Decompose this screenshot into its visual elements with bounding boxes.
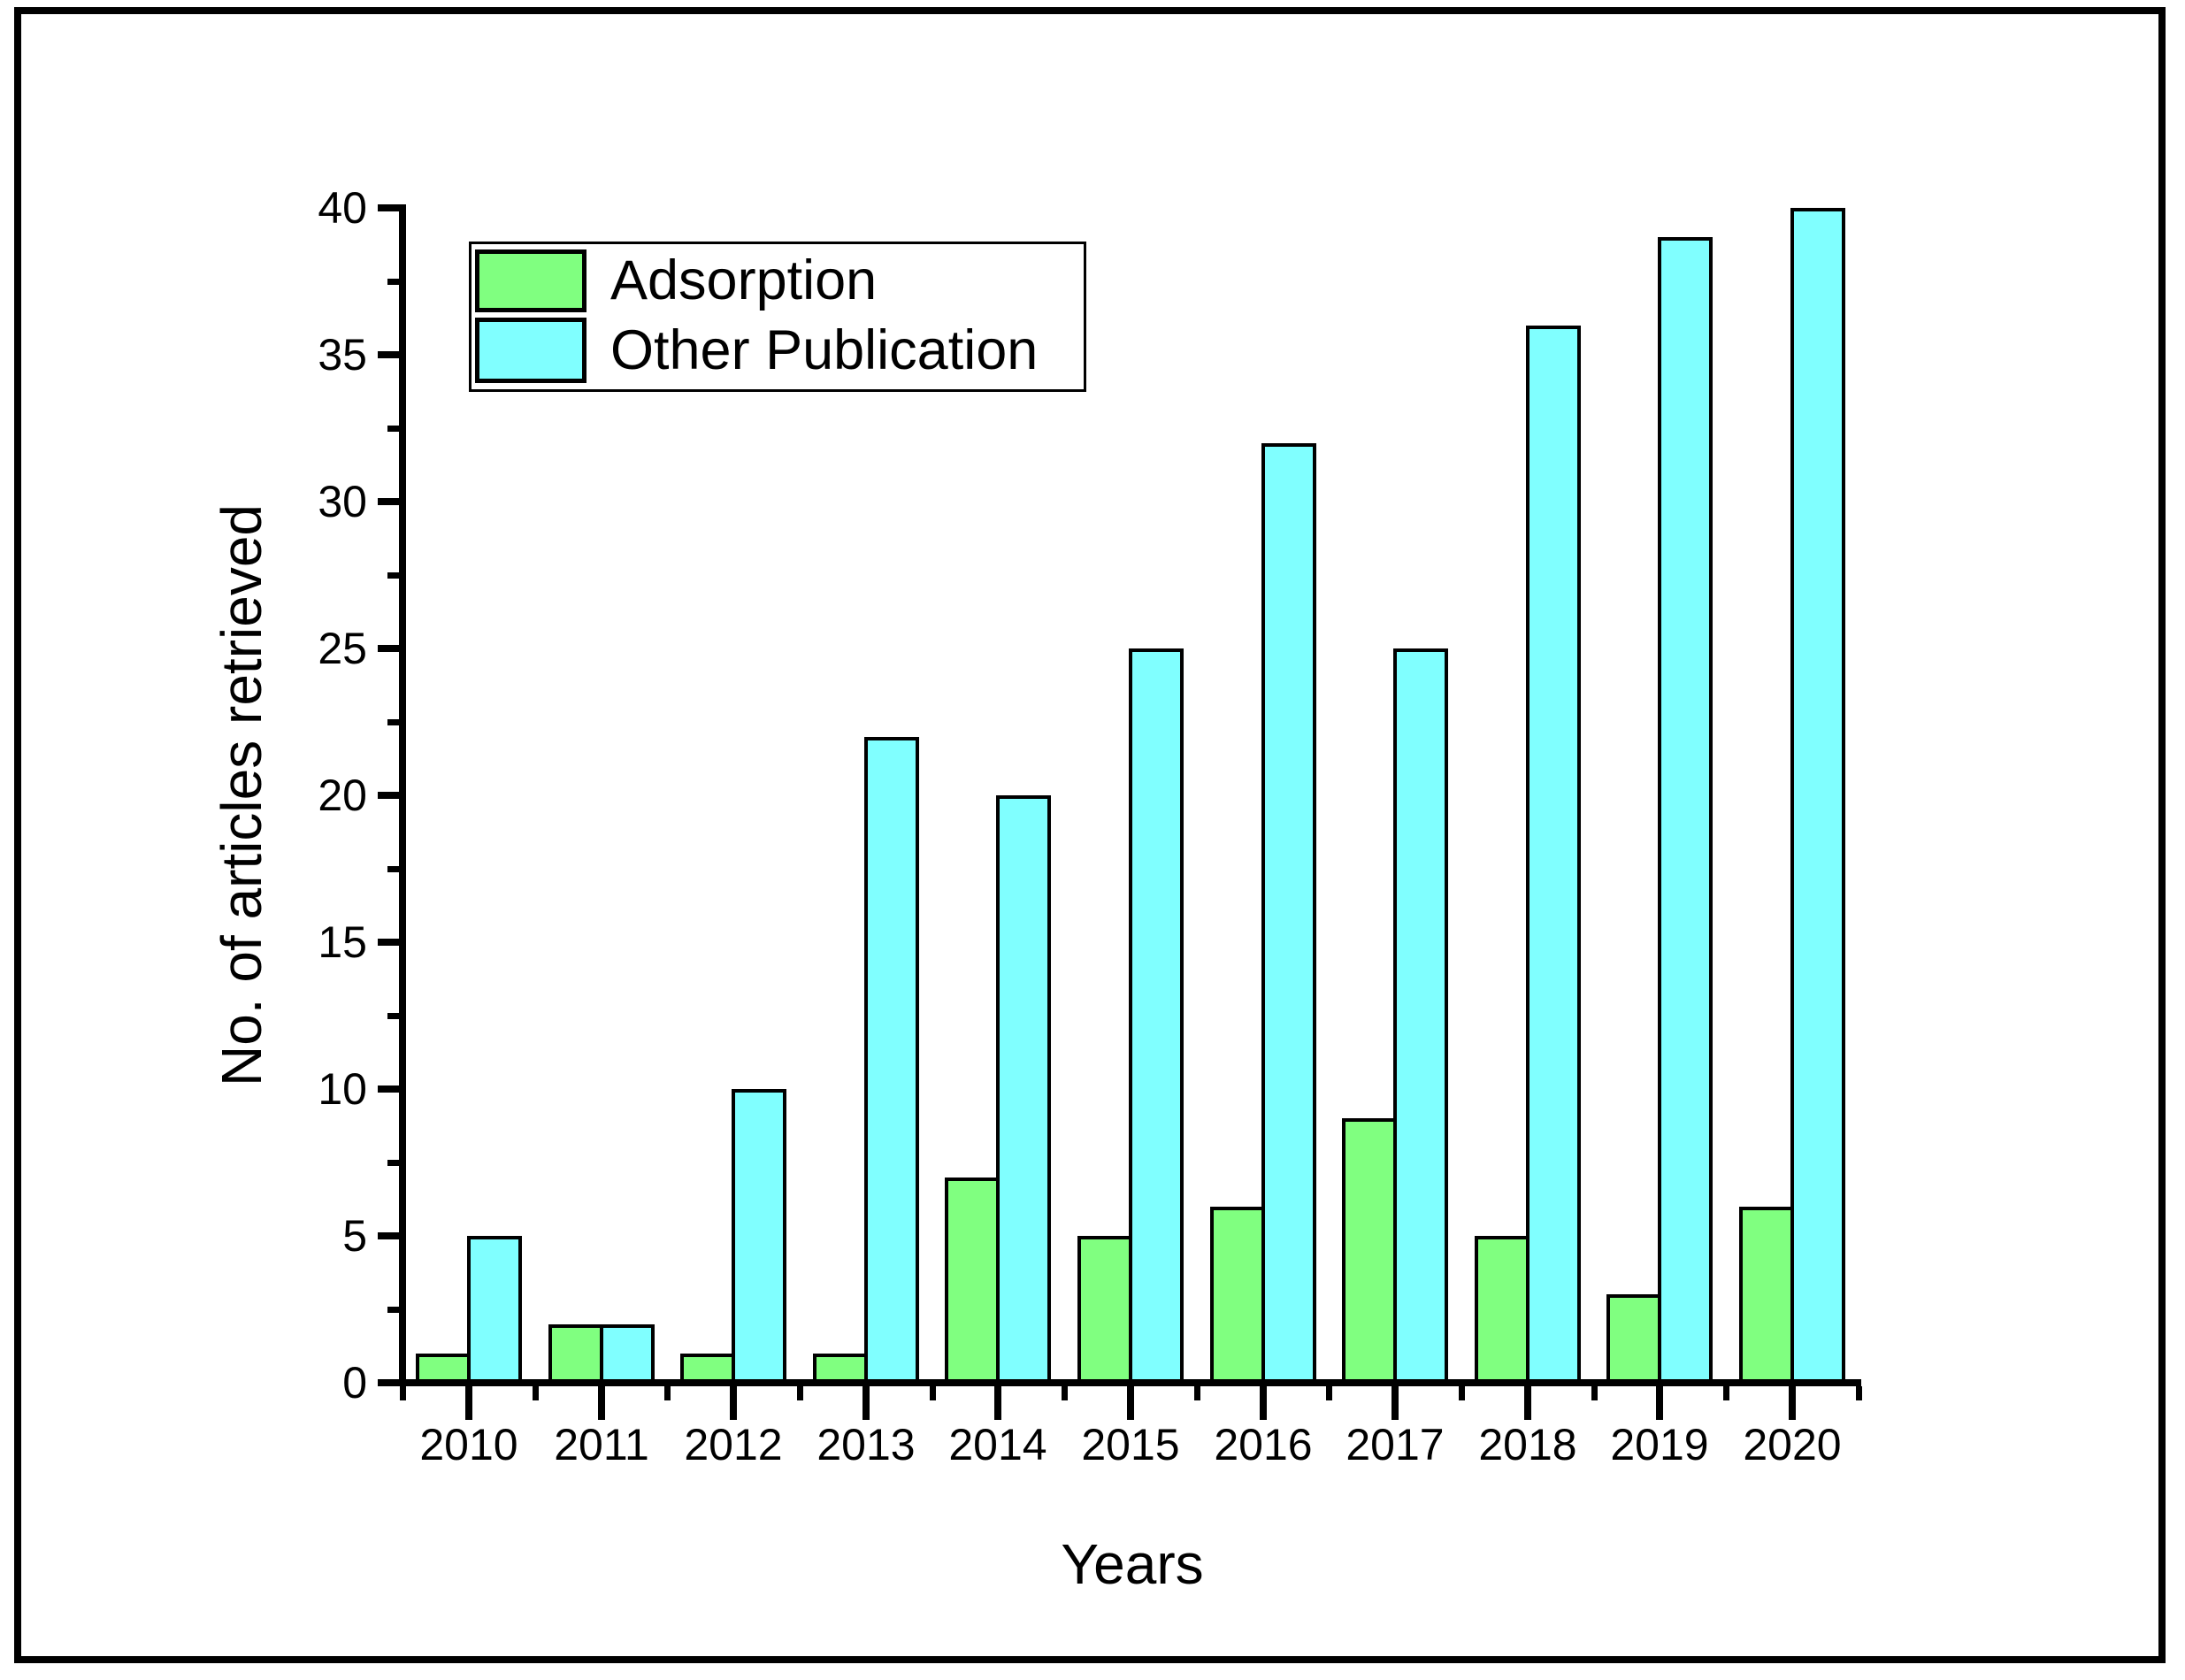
x-minor-tick-6 [1194,1386,1200,1400]
x-tick-label-2019: 2019 [1610,1420,1709,1469]
x-tick-label-2018: 2018 [1478,1420,1577,1469]
x-tick-label-2013: 2013 [816,1420,916,1469]
y-minor-tick-22.5 [387,719,399,725]
y-tick-label-25: 25 [318,624,367,673]
legend-label-other-publication: Other Publication [610,319,1039,381]
y-tick-label-40: 40 [318,183,367,233]
x-tick-label-2020: 2020 [1743,1420,1842,1469]
legend-swatch-adsorption [475,249,586,312]
x-tick-label-2011: 2011 [554,1420,649,1469]
y-minor-tick-27.5 [387,572,399,579]
x-major-tick-2015 [1127,1386,1134,1420]
y-major-tick-25 [378,645,399,652]
y-minor-tick-7.5 [387,1160,399,1166]
y-major-tick-40 [378,204,399,211]
x-major-tick-2011 [598,1386,605,1420]
y-major-tick-15 [378,939,399,946]
y-minor-tick-17.5 [387,866,399,872]
bar-adsorption-2019 [1606,1294,1661,1383]
y-major-tick-5 [378,1232,399,1239]
x-minor-tick-3 [797,1386,803,1400]
x-major-tick-2017 [1392,1386,1399,1420]
bar-adsorption-2014 [945,1178,1000,1383]
x-axis-line [399,1379,1861,1386]
bar-adsorption-2015 [1077,1236,1132,1383]
bar-other-publication-2011 [600,1324,655,1383]
y-major-tick-0 [378,1379,399,1386]
y-minor-tick-37.5 [387,279,399,285]
x-axis-title: Years [1061,1532,1204,1596]
y-tick-label-30: 30 [318,477,367,526]
x-major-tick-2020 [1789,1386,1796,1420]
y-tick-label-10: 10 [318,1064,367,1114]
x-major-tick-2019 [1656,1386,1663,1420]
x-minor-tick-1 [533,1386,539,1400]
bar-other-publication-2013 [864,737,919,1383]
x-major-tick-2018 [1524,1386,1531,1420]
x-major-tick-2016 [1260,1386,1267,1420]
bar-adsorption-2016 [1210,1207,1265,1383]
x-minor-tick-0 [400,1386,406,1400]
bar-other-publication-2017 [1393,648,1448,1383]
y-axis-line [399,204,406,1386]
y-major-tick-20 [378,792,399,799]
y-tick-label-15: 15 [318,917,367,967]
legend-label-adsorption: Adsorption [610,249,878,311]
legend-swatch-other-publication [475,318,586,383]
x-minor-tick-10 [1723,1386,1729,1400]
y-minor-tick-2.5 [387,1307,399,1313]
y-major-tick-35 [378,351,399,358]
bar-other-publication-2012 [732,1089,786,1383]
x-minor-tick-5 [1062,1386,1068,1400]
bar-other-publication-2016 [1261,443,1316,1383]
bar-adsorption-2020 [1739,1207,1794,1383]
x-major-tick-2013 [862,1386,870,1420]
x-minor-tick-4 [930,1386,936,1400]
y-major-tick-30 [378,498,399,505]
x-tick-label-2010: 2010 [419,1420,518,1469]
figure-border [14,7,2166,1663]
y-tick-label-35: 35 [318,330,367,380]
x-tick-label-2016: 2016 [1214,1420,1313,1469]
x-tick-label-2012: 2012 [684,1420,783,1469]
bar-other-publication-2010 [467,1236,522,1383]
x-minor-tick-9 [1591,1386,1598,1400]
y-minor-tick-32.5 [387,426,399,432]
x-minor-tick-11 [1856,1386,1862,1400]
y-tick-label-5: 5 [342,1211,367,1261]
x-tick-label-2015: 2015 [1081,1420,1180,1469]
x-minor-tick-7 [1326,1386,1332,1400]
x-tick-label-2014: 2014 [948,1420,1047,1469]
y-minor-tick-12.5 [387,1013,399,1019]
x-major-tick-2014 [994,1386,1001,1420]
bar-other-publication-2020 [1790,208,1845,1383]
y-tick-label-0: 0 [342,1358,367,1408]
x-major-tick-2012 [730,1386,737,1420]
y-tick-label-20: 20 [318,771,367,820]
x-minor-tick-8 [1459,1386,1465,1400]
bar-other-publication-2018 [1526,326,1581,1383]
x-tick-label-2017: 2017 [1346,1420,1445,1469]
bar-other-publication-2014 [996,795,1051,1383]
bar-other-publication-2019 [1658,237,1713,1383]
y-major-tick-10 [378,1085,399,1093]
bar-other-publication-2015 [1129,648,1184,1383]
bar-adsorption-2017 [1342,1118,1397,1383]
x-major-tick-2010 [465,1386,472,1420]
bar-adsorption-2018 [1475,1236,1530,1383]
bar-adsorption-2011 [548,1324,603,1383]
x-minor-tick-2 [664,1386,671,1400]
